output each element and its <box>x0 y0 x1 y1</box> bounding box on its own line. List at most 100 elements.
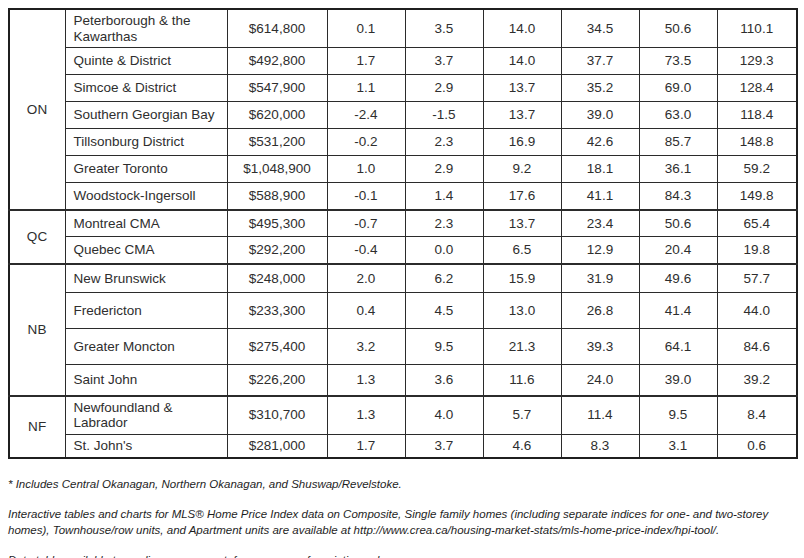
value-cell: 50.6 <box>639 9 717 48</box>
price-cell: $292,200 <box>227 237 327 264</box>
region-cell: Simcoe & District <box>65 75 227 102</box>
value-cell: 4.6 <box>483 434 561 458</box>
value-cell: 9.5 <box>639 396 717 435</box>
region-cell: Peterborough & the Kawarthas <box>65 9 227 48</box>
value-cell: 13.7 <box>483 102 561 129</box>
value-cell: 129.3 <box>717 48 797 75</box>
table-row: Tillsonburg District$531,200-0.22.316.94… <box>9 129 797 156</box>
price-cell: $614,800 <box>227 9 327 48</box>
value-cell: 1.1 <box>327 75 405 102</box>
value-cell: 14.0 <box>483 48 561 75</box>
price-cell: $1,048,900 <box>227 156 327 183</box>
value-cell: 11.6 <box>483 365 561 396</box>
value-cell: 49.6 <box>639 264 717 293</box>
value-cell: -0.1 <box>327 183 405 210</box>
table-row: Fredericton$233,3000.44.513.026.841.444.… <box>9 293 797 329</box>
region-cell: Newfoundland & Labrador <box>65 396 227 435</box>
value-cell: 8.4 <box>717 396 797 435</box>
value-cell: 34.5 <box>561 9 639 48</box>
region-cell: Quinte & District <box>65 48 227 75</box>
value-cell: 59.2 <box>717 156 797 183</box>
value-cell: 1.4 <box>405 183 483 210</box>
value-cell: 5.7 <box>483 396 561 435</box>
value-cell: 0.0 <box>405 237 483 264</box>
value-cell: 0.6 <box>717 434 797 458</box>
price-cell: $226,200 <box>227 365 327 396</box>
value-cell: 39.0 <box>639 365 717 396</box>
document-page: ONPeterborough & the Kawarthas$614,8000.… <box>0 0 804 558</box>
value-cell: -1.5 <box>405 102 483 129</box>
value-cell: 44.0 <box>717 293 797 329</box>
value-cell: 64.1 <box>639 329 717 365</box>
region-cell: Montreal CMA <box>65 210 227 237</box>
footnote-okanagan: * Includes Central Okanagan, Northern Ok… <box>8 476 790 493</box>
table-row: Quebec CMA$292,200-0.40.06.512.920.419.8 <box>9 237 797 264</box>
hpi-table-body: ONPeterborough & the Kawarthas$614,8000.… <box>9 9 797 458</box>
value-cell: 149.8 <box>717 183 797 210</box>
footnotes: * Includes Central Okanagan, Northern Ok… <box>8 476 790 558</box>
table-row: Southern Georgian Bay$620,000-2.4-1.513.… <box>9 102 797 129</box>
value-cell: 16.9 <box>483 129 561 156</box>
value-cell: 2.3 <box>405 129 483 156</box>
value-cell: 31.9 <box>561 264 639 293</box>
value-cell: 2.3 <box>405 210 483 237</box>
value-cell: 35.2 <box>561 75 639 102</box>
value-cell: 21.3 <box>483 329 561 365</box>
value-cell: 19.8 <box>717 237 797 264</box>
value-cell: 1.0 <box>327 156 405 183</box>
value-cell: 73.5 <box>639 48 717 75</box>
price-cell: $620,000 <box>227 102 327 129</box>
value-cell: 0.1 <box>327 9 405 48</box>
region-cell: Quebec CMA <box>65 237 227 264</box>
value-cell: 13.0 <box>483 293 561 329</box>
value-cell: 41.4 <box>639 293 717 329</box>
value-cell: 3.5 <box>405 9 483 48</box>
value-cell: 65.4 <box>717 210 797 237</box>
value-cell: 2.0 <box>327 264 405 293</box>
region-cell: St. John's <box>65 434 227 458</box>
value-cell: 14.0 <box>483 9 561 48</box>
table-row: NFNewfoundland & Labrador$310,7001.34.05… <box>9 396 797 435</box>
value-cell: 118.4 <box>717 102 797 129</box>
price-cell: $281,000 <box>227 434 327 458</box>
value-cell: 50.6 <box>639 210 717 237</box>
value-cell: 63.0 <box>639 102 717 129</box>
price-cell: $492,800 <box>227 48 327 75</box>
province-cell: QC <box>9 210 65 264</box>
value-cell: 20.4 <box>639 237 717 264</box>
value-cell: 1.3 <box>327 365 405 396</box>
value-cell: -0.2 <box>327 129 405 156</box>
value-cell: 2.9 <box>405 156 483 183</box>
value-cell: 41.1 <box>561 183 639 210</box>
table-row: Quinte & District$492,8001.73.714.037.77… <box>9 48 797 75</box>
value-cell: 84.6 <box>717 329 797 365</box>
value-cell: 17.6 <box>483 183 561 210</box>
price-cell: $310,700 <box>227 396 327 435</box>
value-cell: 3.6 <box>405 365 483 396</box>
region-cell: Woodstock-Ingersoll <box>65 183 227 210</box>
value-cell: 36.1 <box>639 156 717 183</box>
value-cell: 39.2 <box>717 365 797 396</box>
value-cell: 6.5 <box>483 237 561 264</box>
table-row: NBNew Brunswick$248,0002.06.215.931.949.… <box>9 264 797 293</box>
footnote-interactive-tables: Interactive tables and charts for MLS® H… <box>8 506 790 539</box>
region-cell: Fredericton <box>65 293 227 329</box>
hpi-price-table: ONPeterborough & the Kawarthas$614,8000.… <box>8 8 798 459</box>
value-cell: 9.5 <box>405 329 483 365</box>
value-cell: 3.2 <box>327 329 405 365</box>
table-row: Woodstock-Ingersoll$588,900-0.11.417.641… <box>9 183 797 210</box>
value-cell: 6.2 <box>405 264 483 293</box>
value-cell: 26.8 <box>561 293 639 329</box>
value-cell: 3.7 <box>405 48 483 75</box>
value-cell: 2.9 <box>405 75 483 102</box>
value-cell: 4.5 <box>405 293 483 329</box>
price-cell: $588,900 <box>227 183 327 210</box>
region-cell: Greater Moncton <box>65 329 227 365</box>
region-cell: Greater Toronto <box>65 156 227 183</box>
value-cell: 24.0 <box>561 365 639 396</box>
value-cell: 18.1 <box>561 156 639 183</box>
value-cell: 13.7 <box>483 75 561 102</box>
region-cell: New Brunswick <box>65 264 227 293</box>
price-cell: $495,300 <box>227 210 327 237</box>
value-cell: 37.7 <box>561 48 639 75</box>
